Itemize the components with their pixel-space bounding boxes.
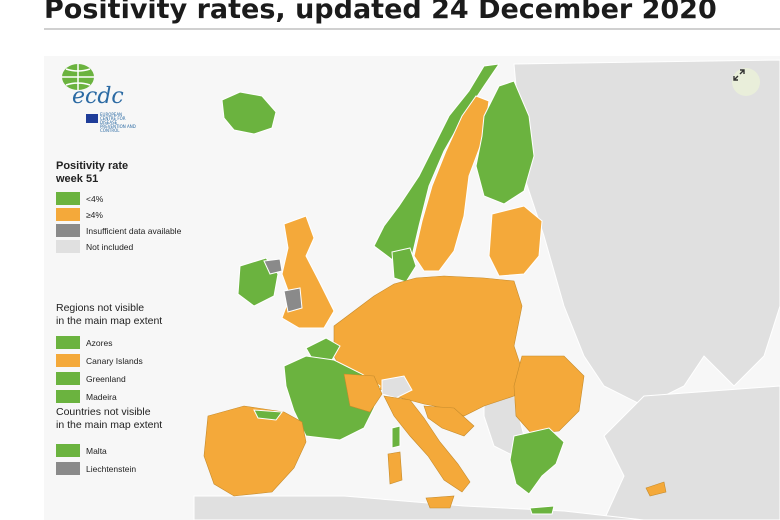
eu-flag-icon [86,114,98,123]
region-sardinia [387,451,403,485]
legend-label: ≥4% [86,209,103,220]
legend-label: Madeira [86,391,117,402]
region-switzerland [381,375,413,399]
legend-region-greenland: Greenland [56,372,126,385]
legend-item-insufficient: Insufficient data available [56,224,181,237]
region-croatia [423,405,475,437]
legend-label: Malta [86,445,107,456]
legend-label: Greenland [86,373,126,384]
legend-country-liechtenstein: Liechtenstein [56,462,136,475]
region-finland [475,80,535,205]
legend-swatch [56,192,80,205]
region-denmark [391,247,417,283]
legend-item-not-included: Not included [56,240,133,253]
regions-heading-line2: in the main map extent [56,315,163,327]
region-italy [383,395,471,493]
region-iberia-green [253,409,283,421]
legend-title-line2: week 51 [56,173,99,185]
legend-swatch [56,354,80,367]
legend-swatch [56,208,80,221]
legend-item-above4: ≥4% [56,208,103,221]
region-not-included-east [513,59,780,407]
region-iberia [203,405,307,497]
legend-label: Azores [86,337,113,348]
legend-label: <4% [86,193,104,204]
globe-icon [62,64,94,90]
region-northern-ireland [263,258,283,275]
legend-region-canary: Canary Islands [56,354,143,367]
countries-heading-line2: in the main map extent [56,419,163,431]
legend-label: Not included [86,241,134,252]
region-norway [373,63,501,262]
region-corsica [391,425,401,449]
logo-subtitle: EUROPEAN CENTRE FOR DISEASE PREVENTION A… [100,112,136,133]
title-divider [44,28,780,30]
legend-swatch [56,444,80,457]
region-france-orange-east [343,373,383,413]
legend-item-below4: <4% [56,192,103,205]
logo-wordmark: ecdc [72,84,124,109]
legend-label: Liechtenstein [86,463,137,474]
legend-swatch [56,240,80,253]
region-greece [509,427,565,495]
map-panel[interactable]: ecdc EUROPEAN CENTRE FOR DISEASE PREVENT… [44,56,780,520]
legend-swatch [56,372,80,385]
legend-label: Canary Islands [86,355,143,366]
region-baltics [488,205,543,277]
page-title: Positivity rates, updated 24 December 20… [44,0,717,25]
expand-button[interactable] [732,68,760,96]
regions-heading-line1: Regions not visible [56,302,145,314]
region-sicily [425,495,455,509]
legend-region-azores: Azores [56,336,112,349]
region-not-included-africa [193,495,645,520]
region-iceland [221,91,277,135]
legend-label: Insufficient data available [86,225,182,236]
region-romania-bulgaria [513,355,585,435]
countries-heading-line1: Countries not visible [56,406,151,418]
legend-title-line1: Positivity rate [56,160,129,172]
legend-swatch [56,462,80,475]
legend-swatch [56,390,80,403]
legend-country-malta: Malta [56,444,107,457]
legend-swatch [56,224,80,237]
europe-map[interactable] [44,56,780,520]
expand-icon [733,69,745,81]
region-not-included-east-2 [603,385,780,520]
legend-swatch [56,336,80,349]
region-cyprus [645,481,667,497]
ecdc-logo: ecdc EUROPEAN CENTRE FOR DISEASE PREVENT… [60,62,136,133]
region-wales [283,287,303,313]
legend-region-madeira: Madeira [56,390,117,403]
region-crete [529,505,555,515]
